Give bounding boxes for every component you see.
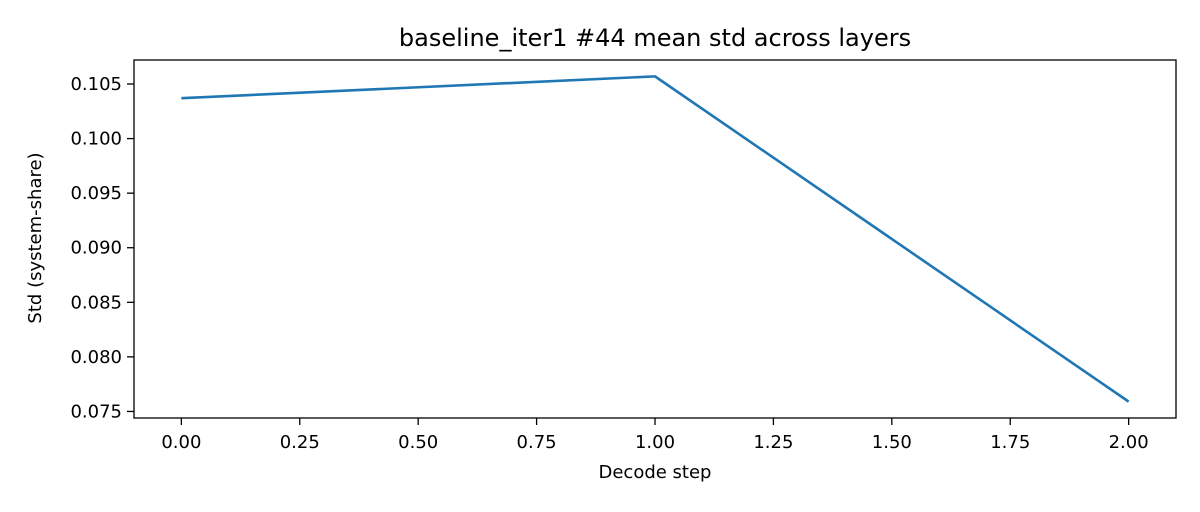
x-tick-label: 1.50: [872, 432, 912, 453]
x-tick-label: 0.50: [398, 432, 438, 453]
y-tick-label: 0.080: [70, 347, 122, 368]
y-tick-label: 0.100: [70, 129, 122, 150]
chart-title: baseline_iter1 #44 mean std across layer…: [399, 24, 911, 52]
x-tick-label: 2.00: [1109, 432, 1149, 453]
x-tick-label: 0.00: [161, 432, 201, 453]
y-tick-label: 0.075: [70, 401, 122, 422]
series-line: [181, 75, 1130, 403]
y-tick-label: 0.105: [70, 74, 122, 95]
x-tick-label: 1.00: [635, 432, 675, 453]
plot-area: 0.00 0.25 0.50 0.75 1.00 1.25 1.50 1.75 2.00 0.07…: [70, 59, 1177, 453]
y-tick-label: 0.095: [70, 183, 122, 204]
x-tick-label: 1.25: [753, 432, 793, 453]
y-tick-label: 0.085: [70, 292, 122, 313]
x-tick-label: 0.75: [517, 432, 557, 453]
x-tick-label: 1.75: [990, 432, 1030, 453]
y-axis-label: Std (system-share): [25, 152, 46, 323]
axes-frame: [133, 59, 1177, 419]
x-tick-label: 0.25: [280, 432, 320, 453]
y-tick-label: 0.090: [70, 238, 122, 259]
x-axis-label: Decode step: [598, 462, 711, 483]
